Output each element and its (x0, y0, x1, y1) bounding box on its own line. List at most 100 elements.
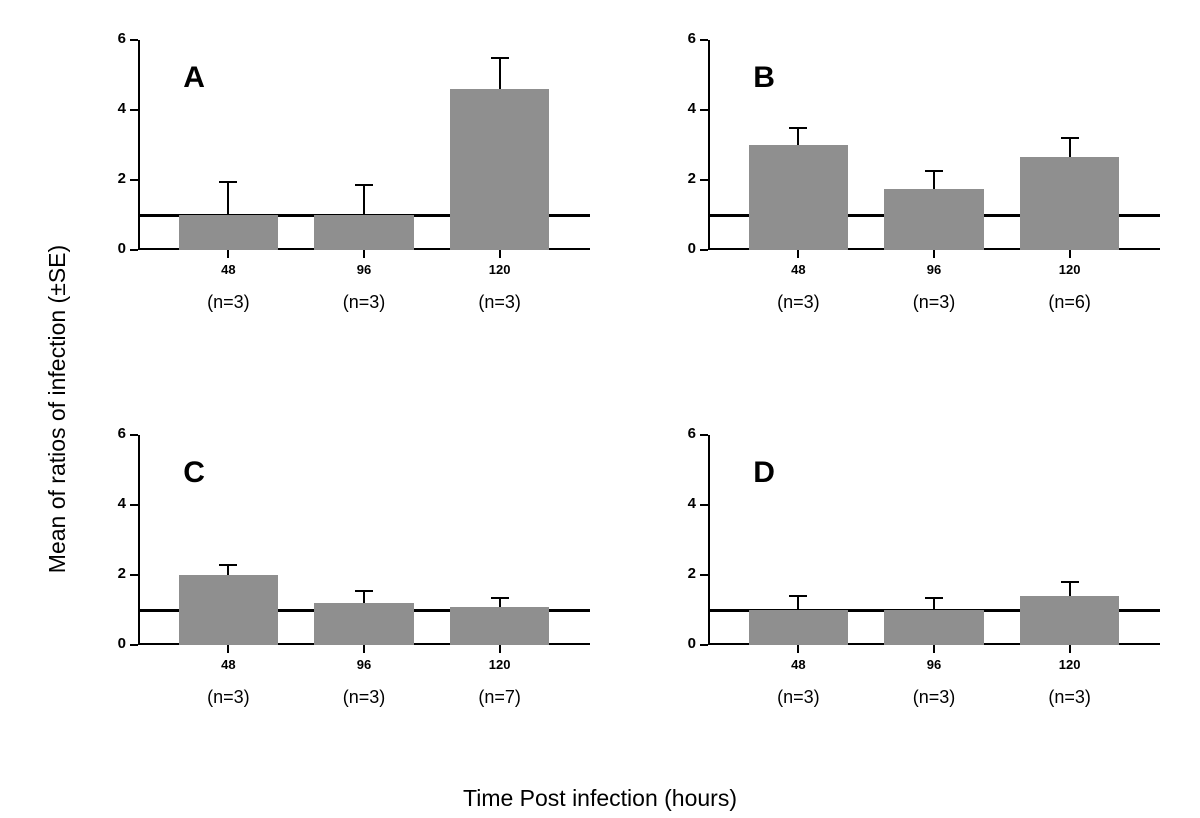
y-tick-label: 4 (118, 495, 126, 512)
y-tick-label: 0 (118, 240, 126, 257)
x-tick-mark (933, 250, 935, 258)
error-bar (363, 185, 365, 215)
y-tick-label: 0 (688, 240, 696, 257)
bar (314, 215, 413, 250)
y-tick-mark (700, 574, 708, 576)
error-bar-cap (491, 57, 509, 59)
panel-grid: 024648(n=3)96(n=3)120(n=3)A024648(n=3)96… (100, 30, 1170, 760)
error-bar-cap (789, 127, 807, 129)
y-tick-label: 2 (688, 170, 696, 187)
y-tick-label: 6 (688, 425, 696, 442)
y-tick-mark (130, 39, 138, 41)
error-bar-cap (925, 170, 943, 172)
bar-group (884, 435, 983, 645)
n-label: (n=6) (1048, 292, 1091, 313)
error-bar (499, 58, 501, 90)
bar (450, 607, 549, 646)
error-bar (499, 598, 501, 607)
bar-group (450, 435, 549, 645)
panel-B: 024648(n=3)96(n=3)120(n=6)B (670, 30, 1170, 365)
y-tick-label: 2 (118, 170, 126, 187)
panel-letter: A (183, 61, 205, 95)
x-tick-label: 120 (1059, 262, 1081, 277)
y-tick-label: 6 (118, 425, 126, 442)
x-tick-mark (499, 250, 501, 258)
y-tick-label: 2 (118, 565, 126, 582)
bar-group (314, 435, 413, 645)
bar (884, 189, 983, 250)
x-tick-label: 96 (927, 657, 941, 672)
error-bar-cap (1061, 137, 1079, 139)
x-tick-mark (499, 645, 501, 653)
n-label: (n=7) (478, 687, 521, 708)
y-tick-mark (130, 644, 138, 646)
error-bar-cap (355, 590, 373, 592)
figure-root: Mean of ratios of infection (±SE) Time P… (0, 0, 1200, 818)
error-bar (1069, 138, 1071, 157)
n-label: (n=3) (343, 292, 386, 313)
bar-group (884, 40, 983, 250)
error-bar (227, 565, 229, 576)
y-tick-mark (130, 109, 138, 111)
y-tick-label: 4 (688, 495, 696, 512)
error-bar-cap (219, 564, 237, 566)
panel-D: 024648(n=3)96(n=3)120(n=3)D (670, 425, 1170, 760)
n-label: (n=3) (207, 687, 250, 708)
y-tick-mark (700, 179, 708, 181)
x-tick-mark (227, 645, 229, 653)
y-tick-label: 6 (688, 30, 696, 47)
x-tick-mark (227, 250, 229, 258)
bar (179, 215, 278, 250)
y-tick-label: 4 (118, 100, 126, 117)
x-tick-mark (363, 645, 365, 653)
bars-container (138, 40, 590, 250)
error-bar-cap (219, 181, 237, 183)
x-tick-mark (933, 645, 935, 653)
y-tick-label: 0 (688, 635, 696, 652)
bar (1020, 596, 1119, 645)
n-label: (n=3) (478, 292, 521, 313)
x-tick-mark (797, 645, 799, 653)
error-bar (933, 171, 935, 188)
x-tick-mark (797, 250, 799, 258)
y-tick-mark (130, 179, 138, 181)
y-tick-label: 6 (118, 30, 126, 47)
bars-container (708, 40, 1160, 250)
error-bar (1069, 582, 1071, 596)
x-tick-label: 96 (927, 262, 941, 277)
x-tick-mark (1069, 645, 1071, 653)
y-axis-title: Mean of ratios of infection (±SE) (44, 245, 71, 573)
y-tick-mark (700, 504, 708, 506)
y-tick-mark (130, 574, 138, 576)
x-tick-label: 96 (357, 262, 371, 277)
panel-A: 024648(n=3)96(n=3)120(n=3)A (100, 30, 600, 365)
error-bar-cap (491, 597, 509, 599)
x-axis-title: Time Post infection (hours) (463, 785, 737, 812)
bar (314, 603, 413, 645)
x-tick-label: 120 (489, 657, 511, 672)
panel-letter: B (753, 61, 775, 95)
error-bar (227, 182, 229, 215)
bar (450, 89, 549, 250)
n-label: (n=3) (1048, 687, 1091, 708)
x-tick-mark (363, 250, 365, 258)
bar-group (1020, 40, 1119, 250)
y-tick-mark (130, 249, 138, 251)
y-tick-mark (700, 39, 708, 41)
error-bar-cap (1061, 581, 1079, 583)
bar (749, 610, 848, 645)
error-bar (363, 591, 365, 603)
y-tick-mark (130, 434, 138, 436)
bar-group (450, 40, 549, 250)
y-tick-mark (700, 434, 708, 436)
x-tick-label: 48 (791, 657, 805, 672)
y-tick-label: 2 (688, 565, 696, 582)
n-label: (n=3) (207, 292, 250, 313)
error-bar-cap (925, 597, 943, 599)
plot-area: 024648(n=3)96(n=3)120(n=3)A (138, 40, 590, 250)
n-label: (n=3) (913, 292, 956, 313)
panel-letter: C (183, 456, 205, 490)
plot-area: 024648(n=3)96(n=3)120(n=7)C (138, 435, 590, 645)
y-tick-mark (700, 109, 708, 111)
error-bar (933, 598, 935, 610)
